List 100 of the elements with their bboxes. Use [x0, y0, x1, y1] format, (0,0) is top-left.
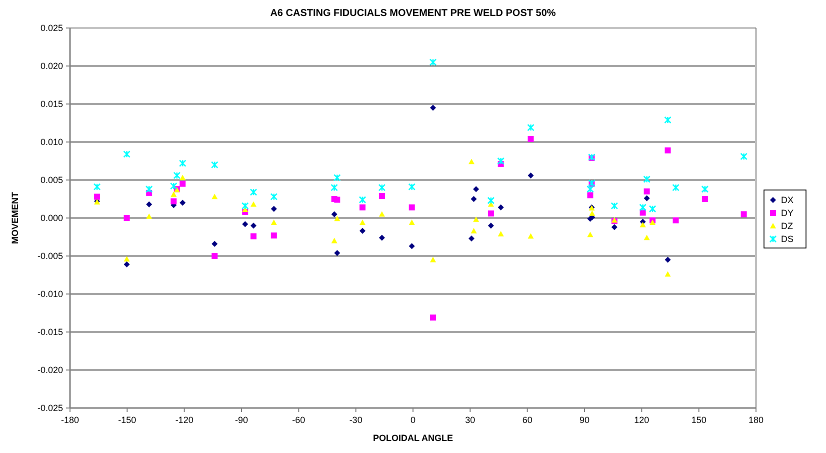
x-tick-label: 180 [748, 415, 764, 425]
point [650, 220, 656, 225]
y-tick-label: -0.025 [37, 403, 63, 414]
point [470, 196, 477, 202]
x-tick-label: -180 [60, 415, 80, 425]
x-tick-label: 120 [634, 415, 650, 425]
y-tick-label: 0.020 [40, 61, 63, 72]
chart-title: A6 CASTING FIDUCIALS MOVEMENT PRE WELD POST 50% [270, 8, 556, 19]
point [212, 194, 218, 200]
point [644, 188, 650, 194]
point [528, 136, 534, 142]
point [378, 211, 385, 217]
point [145, 185, 153, 193]
point [644, 195, 650, 202]
point [740, 152, 748, 160]
point [93, 183, 101, 190]
point [360, 220, 366, 225]
point [180, 200, 186, 206]
point [270, 232, 277, 238]
point [672, 217, 679, 224]
point [334, 174, 341, 182]
y-tick-label: 0.015 [40, 99, 63, 110]
point [170, 191, 177, 197]
x-tick-label: 0 [410, 415, 416, 425]
y-axis-title: MOVEMENT [10, 192, 20, 244]
point [639, 204, 646, 212]
point [473, 216, 480, 222]
point [360, 204, 366, 210]
point [173, 172, 181, 180]
point [408, 183, 416, 190]
point [331, 238, 338, 244]
point [170, 182, 178, 190]
legend-label: DS [781, 234, 794, 244]
point [498, 230, 504, 236]
point [408, 220, 415, 225]
point [331, 211, 338, 218]
point [123, 150, 130, 158]
point [701, 185, 709, 193]
point [270, 193, 278, 200]
point [378, 234, 385, 241]
point [250, 233, 257, 240]
point [124, 215, 130, 221]
x-tick-label: -60 [292, 415, 306, 425]
point [170, 198, 177, 204]
y-tick-label: 0.025 [40, 23, 63, 34]
point [611, 224, 618, 230]
point [212, 253, 218, 259]
legend-label: DZ [781, 221, 794, 232]
point [330, 184, 338, 192]
point [430, 256, 436, 262]
point [429, 58, 437, 66]
point [648, 205, 656, 213]
point [124, 256, 130, 262]
point [497, 157, 504, 165]
point [473, 186, 480, 192]
point [664, 256, 671, 263]
point [250, 222, 257, 229]
point [528, 172, 534, 178]
point [334, 196, 340, 203]
point [702, 196, 708, 202]
x-tick-label: 150 [691, 415, 706, 425]
point [664, 116, 672, 124]
point [740, 211, 747, 218]
y-tick-label: 0.010 [40, 137, 63, 148]
y-tick-label: -0.015 [37, 327, 63, 338]
point [180, 174, 186, 180]
point [430, 104, 436, 111]
legend-label: DX [781, 195, 794, 206]
point [146, 213, 152, 219]
y-tick-label: 0.000 [40, 213, 63, 224]
point [528, 233, 534, 239]
point [610, 202, 618, 210]
legend-label: DY [781, 208, 794, 218]
point [589, 210, 596, 216]
point [241, 202, 249, 210]
point [664, 271, 671, 277]
point [672, 184, 680, 192]
x-axis-title: POLOIDAL ANGLE [372, 433, 454, 443]
point [587, 192, 594, 198]
point [146, 201, 152, 208]
point [270, 220, 277, 225]
x-tick-label: 60 [522, 415, 532, 425]
point [250, 188, 258, 196]
point [468, 158, 474, 164]
point [378, 184, 386, 192]
point [643, 176, 650, 183]
point [408, 204, 415, 210]
point [430, 314, 436, 321]
point [587, 232, 594, 238]
x-tick-label: -90 [234, 415, 248, 425]
x-tick-label: -30 [349, 415, 362, 425]
point [498, 204, 504, 210]
point [470, 228, 477, 234]
x-tick-label: -150 [118, 415, 136, 425]
point [212, 240, 218, 247]
point [180, 180, 186, 187]
point [664, 147, 671, 154]
point [378, 192, 385, 199]
point [487, 196, 495, 204]
point [644, 234, 650, 240]
